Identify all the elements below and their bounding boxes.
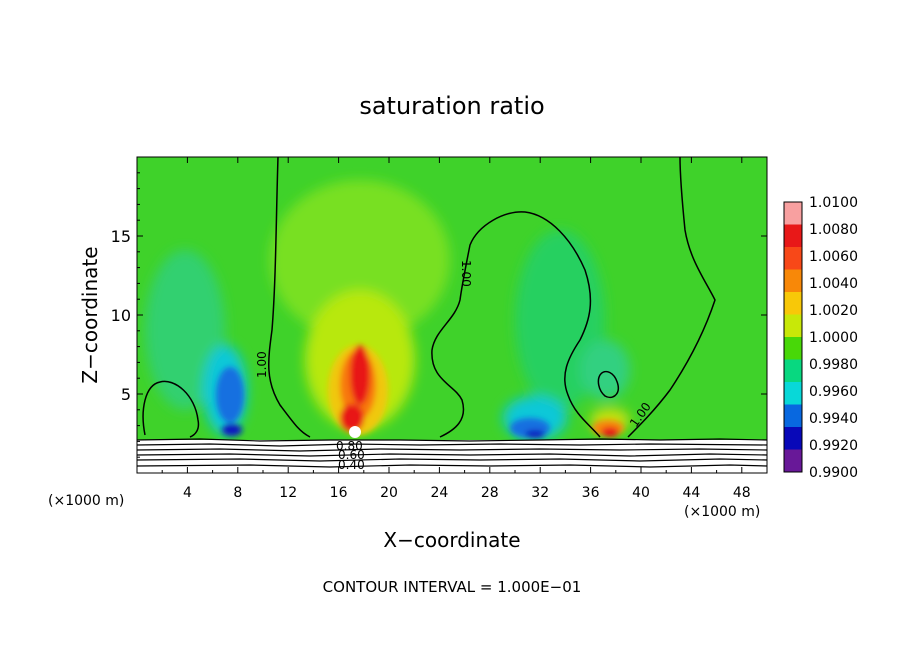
colorbar-label: 1.0020 — [809, 303, 858, 319]
ground-contour-2 — [137, 443, 767, 447]
y-axis-label: Z−coordinate — [78, 246, 102, 383]
colorbar-label: 1.0100 — [809, 195, 858, 211]
ground-contour-4 — [137, 453, 767, 457]
field-dry-core-left — [216, 367, 244, 423]
field-supersat-peak — [349, 426, 361, 438]
field-moist-core-red — [350, 345, 370, 405]
contour-label: 0.40 — [338, 458, 365, 472]
x-tick-label: 36 — [582, 485, 600, 501]
colorbar-label: 1.0040 — [809, 276, 858, 292]
ground-contour-5 — [137, 458, 767, 462]
chart-title: saturation ratio — [359, 92, 544, 120]
ground-contour-1 — [137, 438, 767, 442]
x-tick-label: 20 — [380, 485, 398, 501]
colorbar-label: 1.0000 — [809, 330, 858, 346]
field-dry-zone-small — [580, 340, 630, 400]
y-axis: 5 10 15 — [111, 172, 767, 458]
contour-1.00-b — [268, 157, 311, 438]
colorbar-swatch — [784, 202, 802, 225]
x-tick-label: 4 — [183, 485, 192, 501]
x-tick-label: 28 — [481, 485, 499, 501]
x-tick-label: 48 — [733, 485, 751, 501]
colorbar-swatch — [784, 314, 802, 338]
x-unit-right: (×1000 m) — [684, 504, 760, 520]
plot-area — [137, 157, 767, 473]
contour-1.00-d — [597, 370, 620, 399]
field-dry-core-right-deep — [525, 430, 545, 438]
ground-contours — [137, 438, 767, 468]
colorbar-swatch — [784, 337, 802, 360]
contour-1.00-e — [627, 157, 716, 438]
colorbar-swatch — [784, 292, 802, 315]
colorbar-swatch — [784, 404, 802, 428]
colorbar: 1.0100 1.0080 1.0060 1.0040 1.0020 1.0000 0.99… — [783, 195, 858, 481]
y-tick-label: 5 — [121, 385, 131, 404]
colorbar-label: 1.0060 — [809, 249, 858, 265]
colorbar-swatch — [784, 359, 802, 383]
x-tick-label: 12 — [279, 485, 297, 501]
colorbar-frame — [783, 201, 803, 473]
colorbar-swatch — [784, 427, 802, 450]
contour-1.00-c — [431, 211, 601, 438]
x-tick-label: 24 — [430, 485, 448, 501]
contour-label: 0.60 — [338, 448, 365, 462]
field-dry-zone-left — [145, 250, 225, 410]
colorbar-label: 1.0080 — [809, 222, 858, 238]
colorbar-swatch — [784, 449, 802, 473]
colorbar-swatch — [784, 247, 802, 270]
colorbar-label: 0.9960 — [809, 384, 858, 400]
contour-1.00-a — [142, 380, 200, 438]
x-tick-label: 40 — [632, 485, 650, 501]
contour-label: 0.80 — [336, 439, 363, 453]
x-tick-label: 44 — [682, 485, 700, 501]
contour-label: 1.00 — [255, 351, 269, 378]
contour-lines — [142, 157, 716, 438]
contour-labels: 1.00 1.00 1.00 0.80 0.60 0.40 — [255, 260, 654, 472]
field-dry-core-left-deep — [222, 424, 242, 436]
colorbar-label: 0.9900 — [809, 465, 858, 481]
x-unit-left: (×1000 m) — [48, 493, 124, 509]
colorbar-label: 0.9920 — [809, 438, 858, 454]
x-tick-label: 32 — [531, 485, 549, 501]
colorbar-swatch — [784, 382, 802, 405]
y-tick-label: 10 — [111, 306, 131, 325]
contour-label: 1.00 — [459, 260, 473, 287]
colorbar-label: 0.9980 — [809, 357, 858, 373]
colorbar-swatch — [784, 269, 802, 293]
field-humid-upper-band — [270, 180, 450, 340]
field-moist-core-right-red — [601, 427, 619, 437]
contour-interval-footer: CONTOUR INTERVAL = 1.000E−01 — [323, 578, 582, 596]
ground-contour-6 — [137, 464, 767, 468]
ground-contour-3 — [137, 448, 767, 452]
x-axis-label: X−coordinate — [383, 528, 520, 552]
colorbar-swatch — [784, 224, 802, 248]
x-axis: 4 8 12 16 20 24 28 32 36 40 44 48 — [161, 157, 751, 501]
y-tick-label: 15 — [111, 227, 131, 246]
colorbar-label: 0.9940 — [809, 411, 858, 427]
x-tick-label: 16 — [330, 485, 348, 501]
field-moist-core-red-low — [340, 404, 364, 432]
x-tick-label: 8 — [233, 485, 242, 501]
